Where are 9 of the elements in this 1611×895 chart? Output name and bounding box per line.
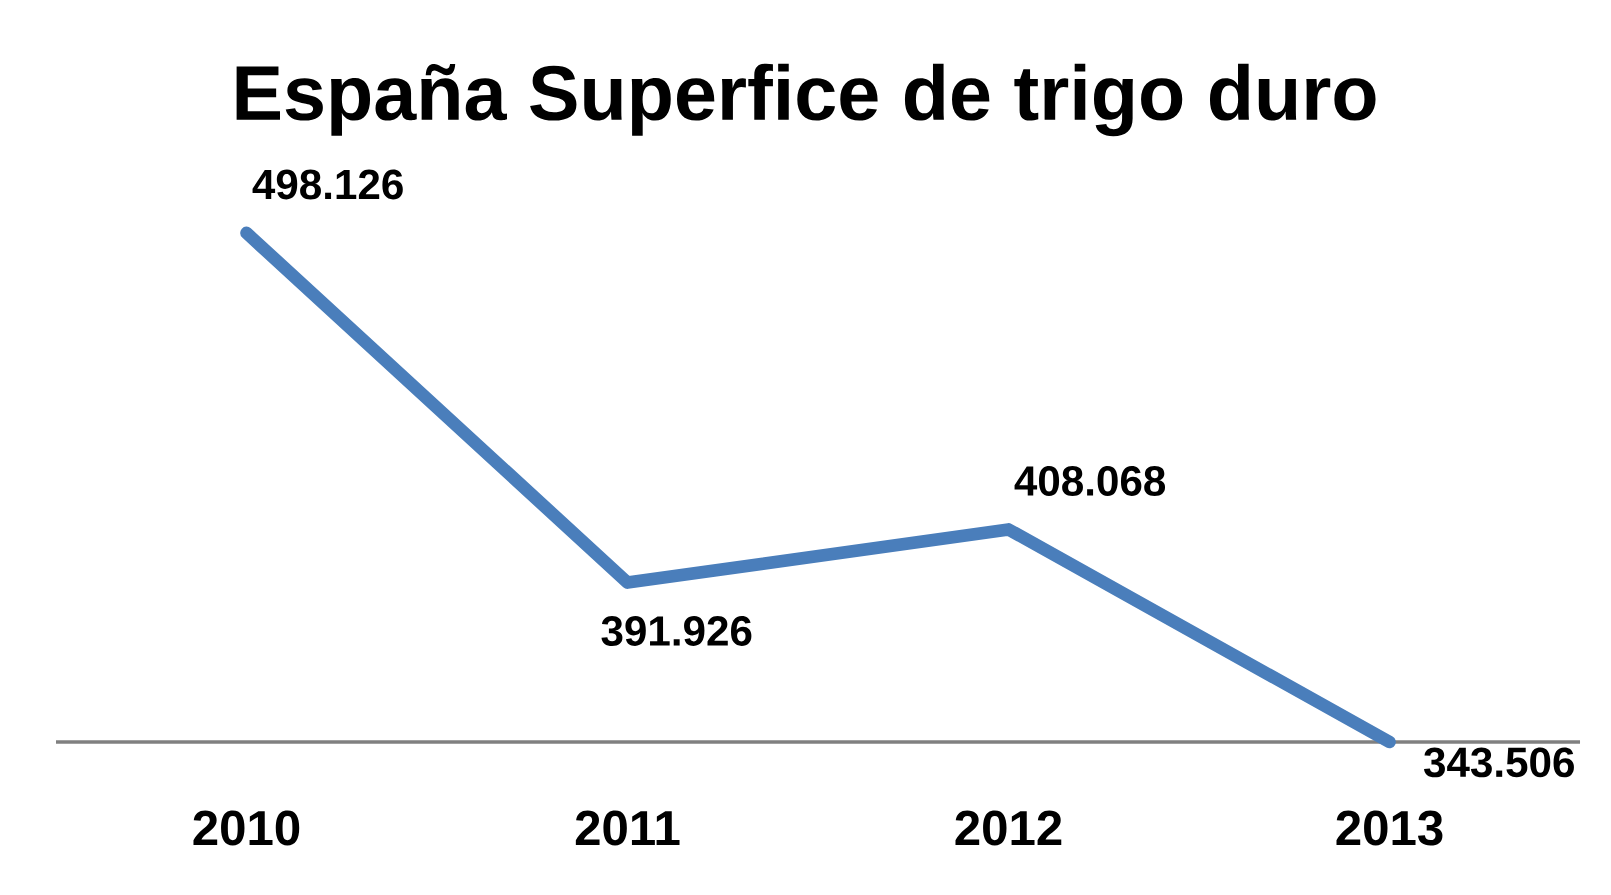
- data-label: 391.926: [601, 616, 752, 647]
- data-label: 343.506: [1424, 747, 1574, 778]
- x-tick-label: 2010: [193, 810, 300, 846]
- data-label: 498.126: [252, 169, 403, 200]
- x-tick-label: 2011: [575, 810, 680, 846]
- chart-title: España Superfice de trigo duro: [236, 63, 1376, 137]
- data-label: 408.068: [1014, 466, 1166, 496]
- x-tick-label: 2012: [955, 810, 1062, 846]
- x-tick-label: 2013: [1336, 810, 1443, 846]
